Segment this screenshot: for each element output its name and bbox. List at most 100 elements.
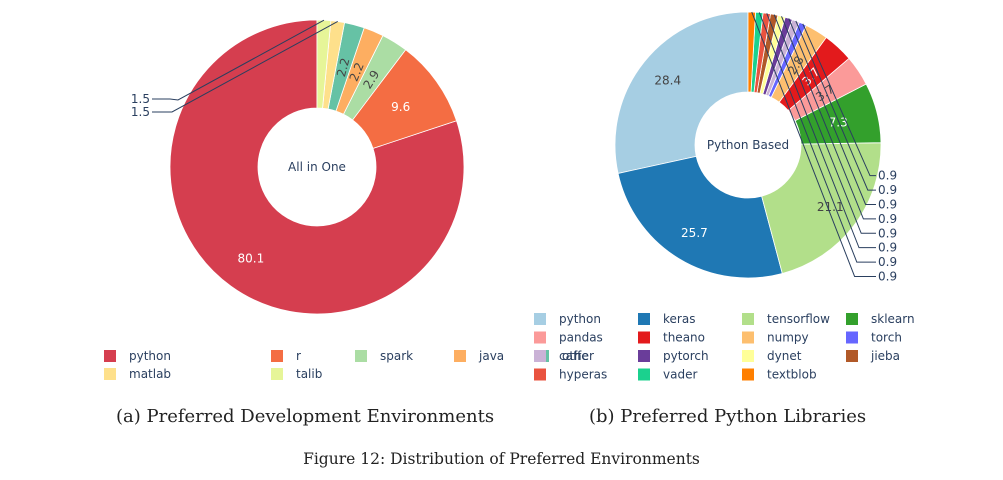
leader-line [795, 20, 876, 191]
legend-label: jieba [870, 349, 900, 363]
legend-label: torch [871, 331, 902, 345]
legend-item-vader[interactable]: vader [638, 368, 697, 382]
subcaption-b: (b) Preferred Python Libraries [589, 406, 867, 427]
slice-python[interactable] [614, 11, 749, 174]
slice-spark[interactable] [342, 35, 407, 121]
legend-swatch [638, 368, 650, 381]
value-label: 2.2 [347, 60, 367, 83]
legend-swatch [638, 313, 650, 325]
legend-item-java[interactable]: java [454, 349, 504, 363]
legend-item-dynet[interactable]: dynet [742, 349, 802, 363]
legend-item-textblob[interactable]: textblob [742, 368, 817, 382]
legend-label: spark [380, 349, 413, 363]
legend-swatch [742, 331, 754, 344]
legend-swatch [454, 350, 466, 362]
slice-pandas[interactable] [787, 57, 867, 122]
value-label: 0.9 [878, 197, 897, 211]
legend-swatch [534, 350, 546, 362]
slice-label-jieba: 0.9 [773, 14, 897, 240]
slice-sklearn[interactable] [794, 83, 882, 145]
value-label: 0.9 [878, 169, 897, 183]
legend-swatch [638, 350, 650, 362]
slice-python[interactable] [169, 19, 465, 315]
value-label: 0.9 [878, 212, 897, 226]
slice-label-torch: 0.9 [802, 23, 897, 183]
leader-line [802, 23, 876, 177]
legend-item-keras[interactable]: keras [638, 312, 695, 326]
legend-swatch [355, 350, 367, 362]
center-label: All in One [288, 160, 346, 174]
legend-label: numpy [767, 331, 809, 345]
legend-swatch [742, 350, 754, 362]
legend-a: python r spark java other matlab talib [104, 349, 594, 381]
legend-item-matlab[interactable]: matlab [104, 367, 171, 381]
legend-item-torch[interactable]: torch [846, 331, 902, 345]
legend-b: python keras tensorflow sklearn pandas theano… [534, 312, 915, 382]
subcaption-a: (a) Preferred Development Environments [116, 406, 495, 427]
legend-label: dynet [767, 349, 802, 363]
legend-swatch [104, 350, 116, 362]
legend-item-python[interactable]: python [104, 349, 171, 363]
legend-item-pandas[interactable]: pandas [534, 331, 603, 345]
value-label: 0.9 [878, 183, 897, 197]
leader-line [751, 11, 876, 277]
slice-label-keras: 25.7 [681, 226, 708, 240]
slice-label-java: 2.2 [347, 60, 367, 83]
legend-label: pytorch [663, 349, 709, 363]
slice-label-hyperas: 0.9 [766, 13, 897, 255]
legend-swatch [742, 313, 754, 325]
value-label: 0.9 [878, 241, 897, 255]
legend-label: python [129, 349, 171, 363]
slice-label-dynet: 0.9 [781, 16, 897, 226]
value-label: 0.9 [878, 255, 897, 269]
slice-keras[interactable] [617, 155, 783, 279]
legend-swatch [534, 368, 546, 381]
legend-label: caffe [559, 349, 589, 363]
legend-item-jieba[interactable]: jieba [846, 349, 900, 363]
legend-label: vader [663, 368, 697, 382]
legend-item-r[interactable]: r [271, 349, 301, 363]
legend-item-theano[interactable]: theano [638, 331, 705, 345]
value-label: 1.5 [131, 105, 150, 119]
figure-caption: Figure 12: Distribution of Preferred Env… [303, 450, 700, 468]
legend-label: hyperas [559, 368, 607, 382]
legend-item-sklearn[interactable]: sklearn [846, 312, 915, 326]
slice-textblob[interactable] [747, 11, 756, 93]
slice-r[interactable] [352, 49, 458, 149]
value-label: 0.9 [878, 269, 897, 283]
donut-chart-b: Python Based28.425.721.17.33.73.72.80.90… [614, 11, 897, 283]
value-label: 28.4 [654, 73, 681, 87]
value-label: 25.7 [681, 226, 708, 240]
legend-item-tensorflow[interactable]: tensorflow [742, 312, 830, 326]
legend-label: other [562, 349, 594, 363]
slice-label-python: 28.4 [654, 73, 681, 87]
legend-item-spark[interactable]: spark [355, 349, 413, 363]
slice-label-r: 9.6 [391, 100, 410, 114]
leader-line [766, 13, 876, 249]
slice-label-other: 2.2 [334, 56, 352, 78]
slice-matlab[interactable] [322, 20, 346, 110]
legend-label: textblob [767, 368, 817, 382]
slice-theano[interactable] [778, 36, 850, 112]
legend-item-hyperas[interactable]: hyperas [534, 368, 607, 382]
legend-item-caffe[interactable]: caffe [534, 349, 589, 363]
slice-label-pytorch: 0.9 [788, 18, 897, 211]
slice-java[interactable] [335, 27, 384, 115]
legend-label: keras [663, 312, 695, 326]
legend-item-python[interactable]: python [534, 312, 601, 326]
legend-item-numpy[interactable]: numpy [742, 331, 809, 345]
value-label: 80.1 [238, 252, 265, 266]
legend-label: tensorflow [767, 312, 830, 326]
slice-label-talib: 1.5 [131, 19, 325, 106]
value-label: 2.2 [334, 56, 352, 78]
legend-item-talib[interactable]: talib [271, 367, 322, 381]
leader-line [788, 18, 876, 205]
slice-label-caffe: 0.9 [795, 20, 897, 197]
legend-label: talib [296, 367, 322, 381]
slice-other[interactable] [327, 22, 365, 112]
slice-talib[interactable] [316, 19, 332, 109]
legend-item-pytorch[interactable]: pytorch [638, 349, 709, 363]
legend-swatch [271, 350, 283, 362]
legend-label: pandas [559, 331, 603, 345]
